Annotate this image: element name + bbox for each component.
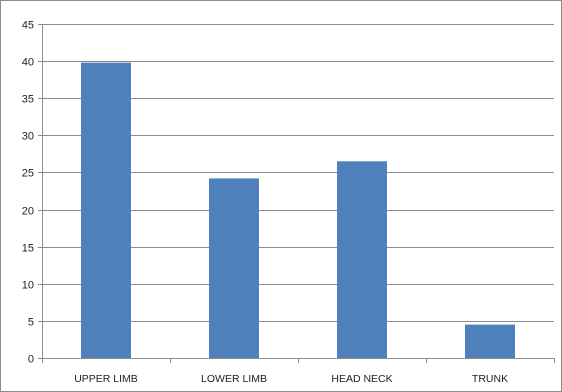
y-tick-label: 25	[22, 168, 34, 180]
x-tick-label: TRUNK	[472, 373, 508, 385]
y-tick-label: 15	[22, 243, 34, 255]
tick-labels: 0 5 10 15 20 25 30 35 40 45 UPPER LIMB LOWER LIMB HE…	[22, 20, 508, 386]
bar-upper-limb	[81, 62, 131, 358]
y-tick-label: 45	[22, 20, 34, 32]
y-tick-label: 40	[22, 57, 34, 69]
x-tick-label: UPPER LIMB	[74, 373, 138, 385]
y-tick-label: 5	[28, 317, 34, 329]
y-tick-label: 30	[22, 131, 34, 143]
y-tick-label: 35	[22, 94, 34, 106]
axes	[38, 24, 555, 363]
x-tick-label: HEAD NECK	[331, 373, 392, 385]
bar-trunk	[465, 324, 515, 358]
bar-head-neck	[337, 161, 387, 358]
y-tick-label: 10	[22, 280, 34, 292]
y-tick-label: 0	[28, 354, 34, 366]
y-tick-label: 20	[22, 206, 34, 218]
bars	[81, 62, 515, 358]
x-tick-label: LOWER LIMB	[201, 373, 267, 385]
bar-lower-limb	[209, 178, 259, 358]
